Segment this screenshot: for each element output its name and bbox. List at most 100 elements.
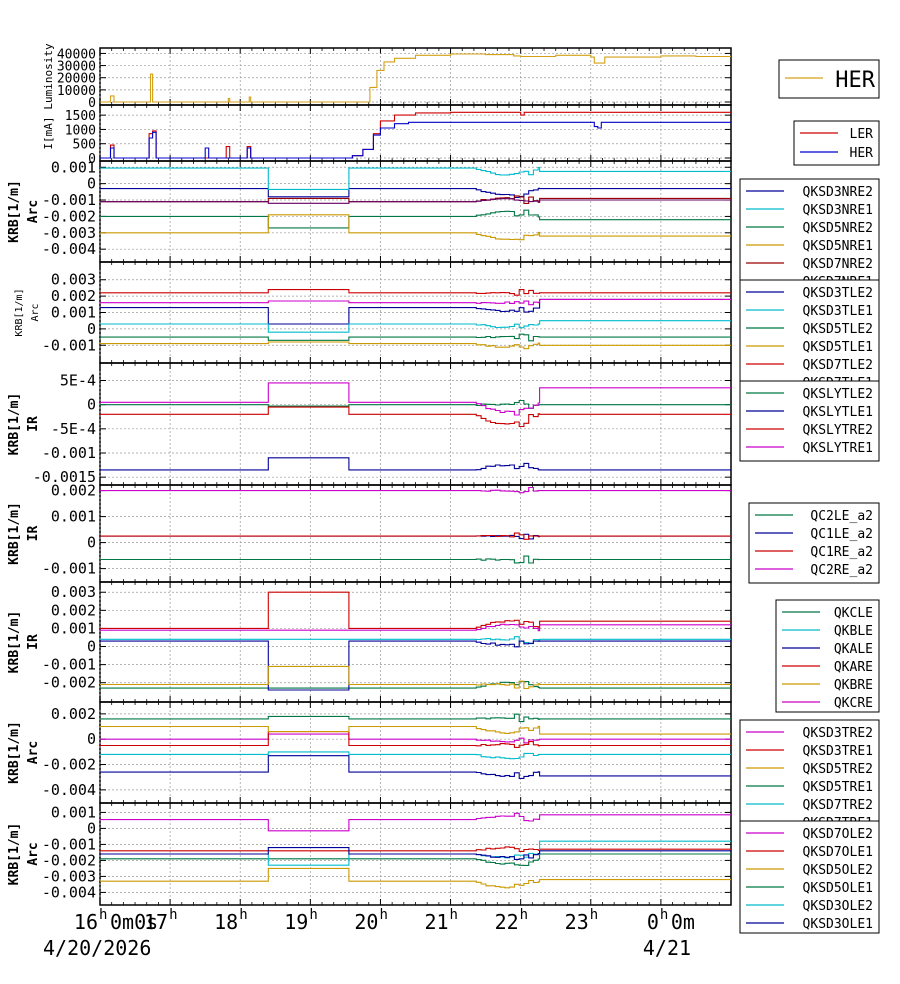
legend-label: QKCLE (834, 606, 873, 621)
y-tick-label: -0.001 (42, 560, 96, 578)
y-tick-label: 20000 (57, 72, 96, 87)
y-axis-label: I[mA] (42, 116, 55, 149)
series-line-QC1RE_a2 (100, 532, 731, 540)
legend-label: QKCRE (834, 696, 873, 711)
series-line-QKSD3NRE2 (100, 187, 731, 198)
series-line-QKSD3OLE1 (100, 847, 731, 860)
series-line-QKALE (100, 640, 731, 691)
y-tick-label: -5E-4 (51, 420, 96, 438)
legend-label: QKSD7OLE2 (803, 827, 873, 842)
legend-label: QKSD5TRE2 (803, 762, 873, 777)
x-tick-sup: h (99, 907, 107, 923)
x-tick-label: 19 (284, 910, 308, 934)
y-tick-label: -0.001 (42, 656, 96, 674)
x-tick-label-group: 17 h (144, 907, 178, 934)
series-line-QKSD5NRE1 (100, 214, 731, 241)
series-line-QKSD7TLE2 (100, 289, 731, 296)
x-tick-label: 18 (214, 910, 238, 934)
y-axis-sublabel: IR (26, 416, 41, 432)
y-tick-label: 0 (87, 534, 96, 552)
legend-label: HER (850, 146, 874, 161)
series-line-LER (100, 111, 731, 159)
y-axis-sublabel: Arc (26, 842, 41, 865)
y-axis-label: Luminosity (42, 43, 55, 110)
legend-label: QKSLYTLE1 (803, 405, 873, 420)
series-line-QKSD5OLE1 (100, 853, 731, 866)
x-axis-second-date: 4/21 (643, 936, 691, 960)
x-tick-sup: h (450, 907, 458, 923)
y-tick-label: 0.002 (51, 601, 96, 619)
y-tick-label: -0.002 (42, 207, 96, 225)
series-line-QKSD5OLE2 (100, 867, 731, 889)
series-line-QKSD3NRE1 (100, 166, 731, 190)
legend: QC2LE_a2 QC1LE_a2 QC1RE_a2 QC2RE_a2 (748, 502, 880, 584)
series-line-QKSD5TRE2 (100, 725, 731, 735)
legend-label: LER (850, 127, 874, 142)
legend-label: QC1RE_a2 (810, 545, 873, 560)
x-tick-label-group: 18 h (214, 907, 248, 934)
legend-label: QKSD5NRE1 (803, 239, 873, 254)
y-tick-label: 0.001 (51, 619, 96, 637)
series-line-QKSD7TRE2 (100, 751, 731, 760)
y-tick-label: 0 (88, 152, 96, 167)
y-tick-label: 1500 (65, 109, 96, 124)
panel-frame (99, 160, 732, 263)
legend-box (739, 719, 880, 833)
legend-label: QKSD3TRE1 (803, 744, 873, 759)
y-tick-label: -0.001 (42, 444, 96, 462)
legend-label: QKALE (834, 642, 873, 657)
x-tick-label: 16 (74, 910, 98, 934)
y-tick-label: 0.001 (51, 158, 96, 176)
legend-label: QKSD3NRE2 (803, 185, 873, 200)
y-axis-sublabel: Arc (26, 741, 41, 764)
legend-label: QKSD5TRE1 (803, 780, 873, 795)
y-tick-label: 0.001 (51, 803, 96, 821)
legend-label: QKSD3NRE1 (803, 203, 873, 218)
legend-box (739, 380, 880, 462)
x-tick-label-group: 23 h (565, 907, 599, 934)
legend-label: QKSD5NRE2 (803, 221, 873, 236)
x-tick-sup: h (520, 907, 528, 923)
x-tick-label-group: 19 h (284, 907, 318, 934)
x-tick-sup: h (309, 907, 317, 923)
series-line-QKSD5TLE2 (100, 333, 731, 342)
y-tick-label: -0.004 (42, 781, 96, 799)
legend-label: QKSLYTLE2 (803, 387, 873, 402)
legend-label: QKSD5OLE2 (803, 863, 873, 878)
x-tick-label-group: 20 h (354, 907, 388, 934)
legend-label: QC2LE_a2 (810, 509, 873, 524)
legend: QKCLE QKBLE QKALE QKARE QKBRE QKCRE (775, 599, 880, 713)
y-tick-label: 0 (87, 320, 96, 338)
y-tick-label: -0.003 (42, 224, 96, 242)
series-line-QKSD7OLE1 (100, 846, 731, 852)
legend: LER HER (793, 120, 880, 166)
legend-box (748, 502, 880, 584)
x-tick-label: 20 (354, 910, 378, 934)
y-tick-label: 40000 (57, 47, 96, 62)
y-axis-label: KRB[1/m] (7, 180, 22, 243)
series-line-QKSD5TRE1 (100, 713, 731, 723)
series-line-QKSD7TRE1 (100, 755, 731, 779)
x-tick-label: 0 (647, 910, 659, 934)
y-tick-label: 0.002 (51, 705, 96, 723)
y-tick-label: 10000 (57, 84, 96, 99)
series-line-HER (100, 121, 731, 159)
series-line-QKCRE (100, 623, 731, 632)
series-line-QKSD3TRE1 (100, 731, 731, 748)
y-axis-sublabel: IR (26, 634, 41, 650)
series-line-QKSD3TLE2 (100, 298, 731, 325)
legend-box (778, 59, 880, 99)
series-line-QKSD7TLE1 (100, 298, 731, 306)
series-line-QKSLYTLE1 (100, 457, 731, 471)
legend-box (739, 820, 880, 934)
legend-box (739, 279, 880, 393)
legend-label: QKSD3OLE2 (803, 899, 873, 914)
series-line-QKSD7OLE2 (100, 812, 731, 832)
y-tick-label: 0 (87, 819, 96, 837)
legend-label: QC1LE_a2 (810, 527, 873, 542)
y-tick-label: -0.003 (42, 867, 96, 885)
y-tick-label: 1000 (65, 123, 96, 138)
chart-panel-5: -0.001 0 0.001 0.002 KRB[1/m] IR QC2LE_a2 QC1LE… (7, 482, 880, 584)
